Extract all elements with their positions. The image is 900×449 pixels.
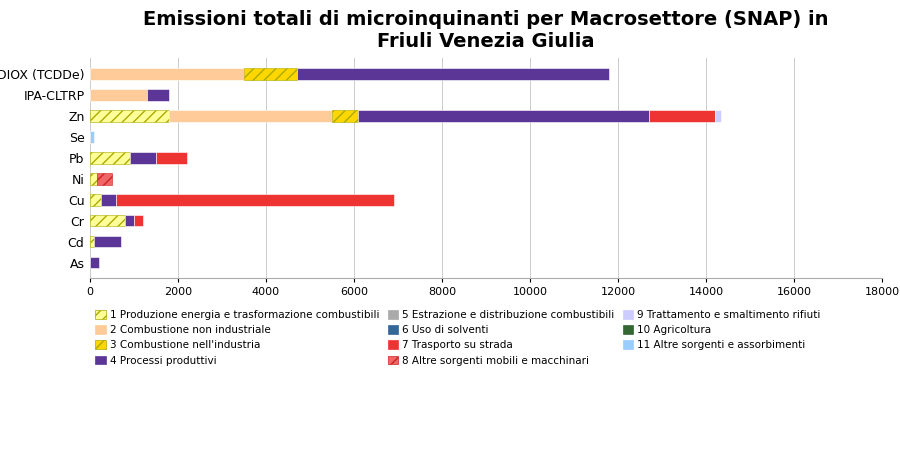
Bar [332,110,358,122]
Bar [116,194,393,206]
Bar [244,68,297,80]
Bar [148,89,169,101]
Bar [169,110,332,122]
Bar [90,257,99,269]
Bar [125,215,134,226]
Bar [90,215,125,226]
Bar [715,110,722,122]
Title: Emissioni totali di microinquinanti per Macrosettore (SNAP) in
Friuli Venezia Gi: Emissioni totali di microinquinanti per … [143,10,829,51]
Bar [130,152,156,164]
Bar [90,236,94,247]
Bar [156,152,187,164]
Bar [101,194,116,206]
Bar [90,152,130,164]
Bar [96,173,112,185]
Bar [297,68,609,80]
Bar [90,110,169,122]
Bar [134,215,143,226]
Bar [90,131,94,143]
Bar [90,194,101,206]
Bar [90,89,148,101]
Legend: 1 Produzione energia e trasformazione combustibili, 2 Combustione non industrial: 1 Produzione energia e trasformazione co… [95,310,821,365]
Bar [94,236,121,247]
Bar [90,68,244,80]
Bar [649,110,715,122]
Bar [90,173,96,185]
Bar [358,110,649,122]
